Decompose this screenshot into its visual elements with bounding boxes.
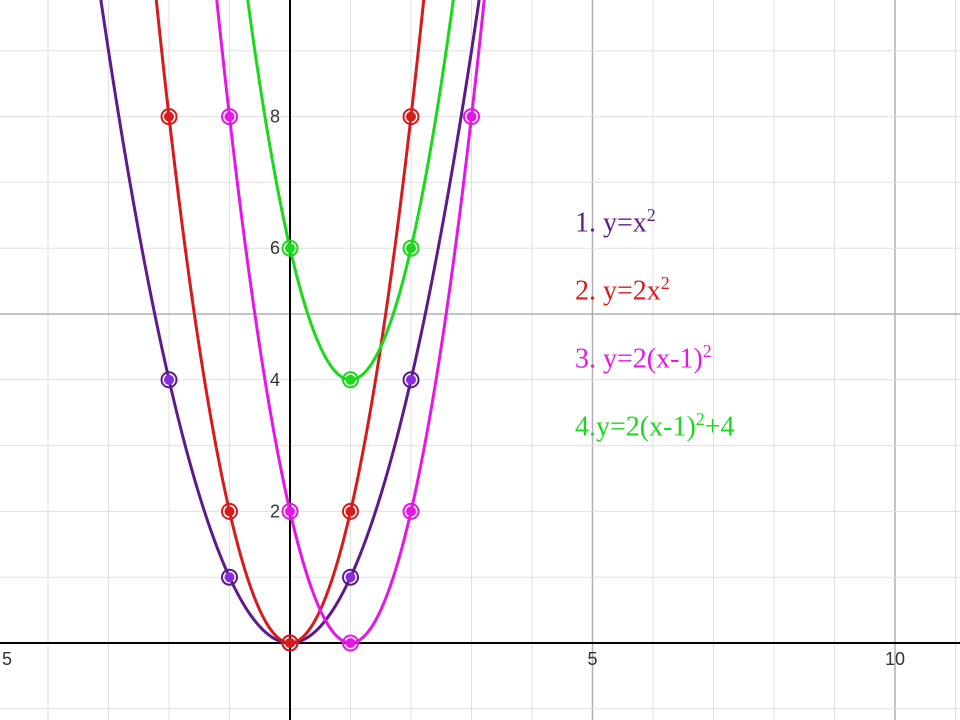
point-f1	[406, 375, 416, 385]
legend-label-sup: 2	[661, 273, 670, 293]
legend-label-sup: 2	[647, 205, 656, 225]
legend-label-suffix: +4	[705, 411, 735, 442]
x-tick-label: 10	[885, 649, 905, 669]
point-f2	[164, 112, 174, 122]
legend-label-prefix: 3. y=2(x-1)	[575, 343, 703, 374]
y-tick-label: 6	[270, 238, 280, 258]
legend-label-prefix: 2. y=2x	[575, 275, 661, 306]
point-f3	[346, 638, 356, 648]
legend-label-sup: 2	[703, 341, 712, 361]
legend-item-f1: 1. y=x2	[575, 205, 656, 239]
y-tick-label: 2	[270, 501, 280, 521]
point-f2	[406, 112, 416, 122]
parabola-chart: 5 10 2 4 6 8 5	[0, 0, 960, 720]
point-f4	[285, 243, 295, 253]
point-f1	[164, 375, 174, 385]
point-f3	[406, 506, 416, 516]
legend-item-f2: 2. y=2x2	[575, 273, 670, 307]
x-tick-label-cut: 5	[2, 649, 12, 669]
point-f1	[225, 572, 235, 582]
point-f2	[285, 638, 295, 648]
point-f1	[346, 572, 356, 582]
point-f2	[225, 506, 235, 516]
chart-bg	[0, 0, 960, 720]
legend-item-f3: 3. y=2(x-1)2	[575, 341, 712, 375]
legend-item-f4: 4.y=2(x-1)2+4	[575, 409, 735, 443]
point-f3	[285, 506, 295, 516]
y-tick-label: 4	[270, 370, 280, 390]
legend-label-prefix: 1. y=x	[575, 207, 647, 238]
legend-label-sup: 2	[696, 409, 705, 429]
point-f3	[225, 112, 235, 122]
y-tick-label: 8	[270, 107, 280, 127]
point-f2	[346, 506, 356, 516]
legend-label-prefix: 4.y=2(x-1)	[575, 411, 696, 442]
point-f3	[467, 112, 477, 122]
x-tick-label: 5	[587, 649, 597, 669]
point-f4	[346, 375, 356, 385]
point-f4	[406, 243, 416, 253]
